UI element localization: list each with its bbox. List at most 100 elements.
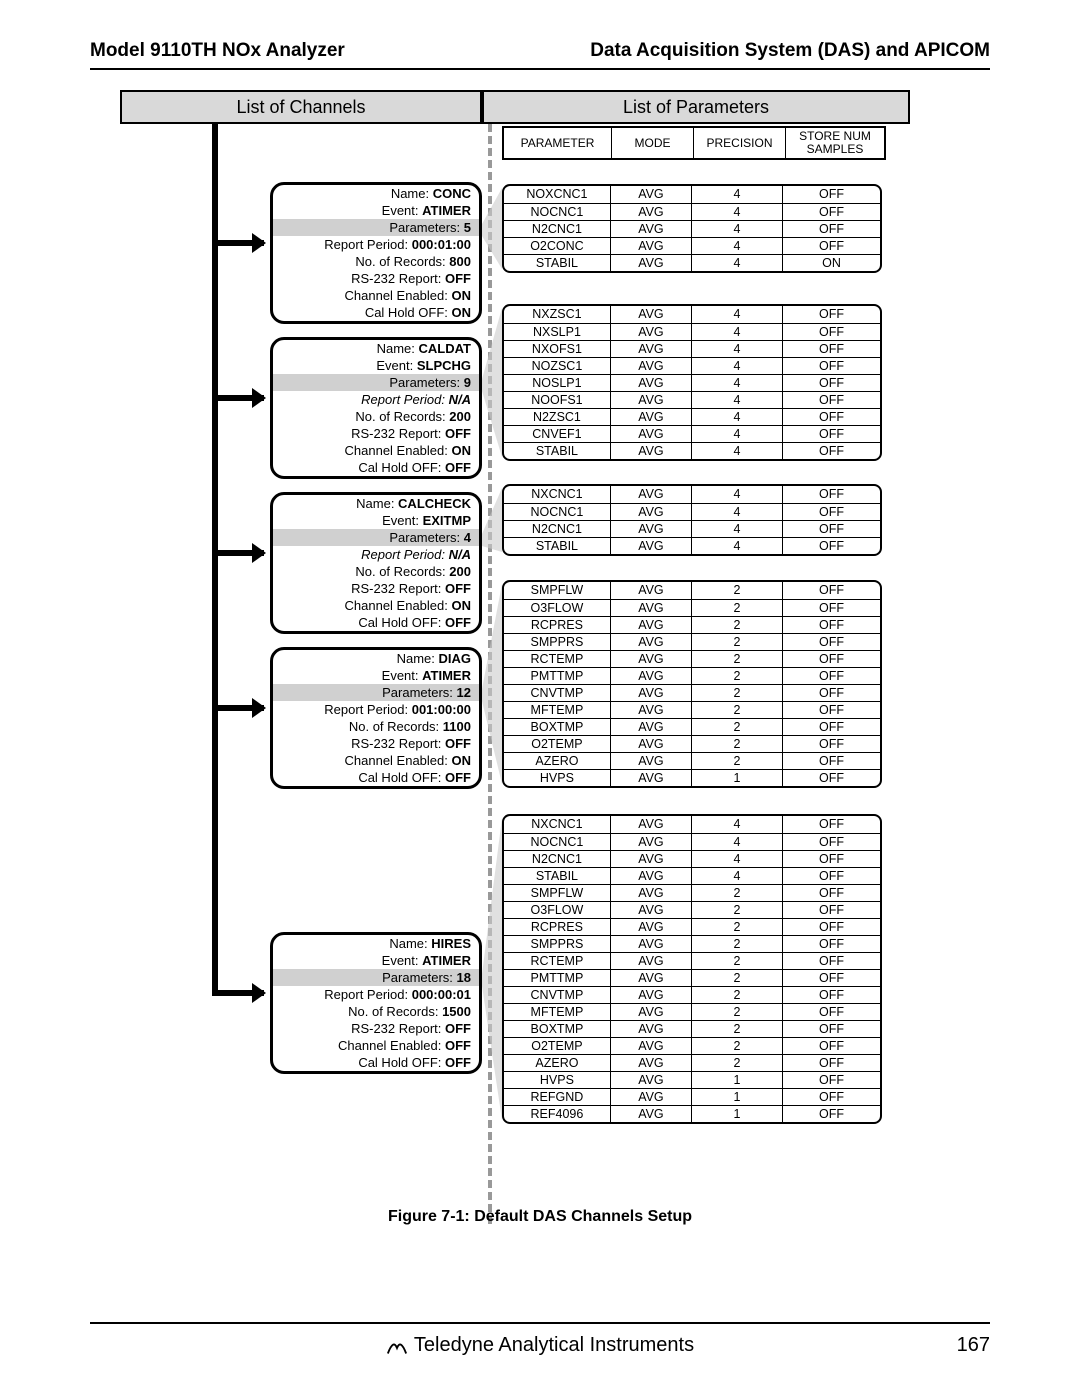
param-row: NOZSC1AVG4OFF: [504, 357, 880, 374]
ch-name: Name: CONC: [273, 185, 479, 202]
param-cell: REFGND: [504, 1089, 611, 1105]
param-cell: NXCNC1: [504, 486, 611, 503]
param-cell: NXSLP1: [504, 324, 611, 340]
param-cell: 4: [692, 186, 783, 203]
ch-rs232: RS-232 Report: OFF: [273, 270, 479, 287]
param-cell: N2CNC1: [504, 221, 611, 237]
param-cell: AVG: [611, 936, 692, 952]
param-cell: AVG: [611, 668, 692, 684]
param-cell: OFF: [783, 221, 880, 237]
ch-params: Parameters: 18: [273, 969, 479, 986]
param-row: NOCNC1AVG4OFF: [504, 203, 880, 220]
channel-box-caldat: Name: CALDATEvent: SLPCHGParameters: 9Re…: [270, 337, 482, 479]
param-cell: AVG: [611, 702, 692, 718]
param-cell: OFF: [783, 504, 880, 520]
param-cell: OFF: [783, 885, 880, 901]
param-cell: O3FLOW: [504, 902, 611, 918]
param-cell: O3FLOW: [504, 600, 611, 616]
param-cell: MFTEMP: [504, 702, 611, 718]
param-row: BOXTMPAVG2OFF: [504, 718, 880, 735]
param-cell: OFF: [783, 851, 880, 867]
param-cell: OFF: [783, 306, 880, 323]
param-cell: CNVTMP: [504, 987, 611, 1003]
ch-event: Event: ATIMER: [273, 952, 479, 969]
param-row: CNVTMPAVG2OFF: [504, 684, 880, 701]
param-cell: AVG: [611, 1038, 692, 1054]
param-cell: 2: [692, 685, 783, 701]
dashed-divider: [488, 124, 492, 1224]
param-cell: 4: [692, 204, 783, 220]
param-cell: 4: [692, 238, 783, 254]
param-cell: 2: [692, 1055, 783, 1071]
param-cell: BOXTMP: [504, 1021, 611, 1037]
param-cell: OFF: [783, 753, 880, 769]
param-row: MFTEMPAVG2OFF: [504, 701, 880, 718]
param-cell: OFF: [783, 770, 880, 786]
param-cell: BOXTMP: [504, 719, 611, 735]
param-cell: 2: [692, 885, 783, 901]
param-table-4: NXCNC1AVG4OFFNOCNC1AVG4OFFN2CNC1AVG4OFFS…: [502, 814, 882, 1124]
param-cell: 4: [692, 868, 783, 884]
param-row: RCTEMPAVG2OFF: [504, 650, 880, 667]
param-cell: OFF: [783, 186, 880, 203]
param-cell: AVG: [611, 770, 692, 786]
param-cell: N2CNC1: [504, 521, 611, 537]
channel-box-diag: Name: DIAGEvent: ATIMERParameters: 12Rep…: [270, 647, 482, 789]
param-cell: AVG: [611, 409, 692, 425]
param-cell: AVG: [611, 902, 692, 918]
param-cell: AVG: [611, 1089, 692, 1105]
param-cell: CNVTMP: [504, 685, 611, 701]
param-row: RCPRESAVG2OFF: [504, 616, 880, 633]
ch-enabled: Channel Enabled: ON: [273, 442, 479, 459]
param-cell: 4: [692, 486, 783, 503]
param-cell: AVG: [611, 953, 692, 969]
param-row: PMTTMPAVG2OFF: [504, 667, 880, 684]
ch-rs232: RS-232 Report: OFF: [273, 580, 479, 597]
param-row: SMPPRSAVG2OFF: [504, 633, 880, 650]
param-row: NOSLP1AVG4OFF: [504, 374, 880, 391]
param-cell: OFF: [783, 816, 880, 833]
param-cell: 4: [692, 504, 783, 520]
param-cell: 2: [692, 936, 783, 952]
param-cell: SMPFLW: [504, 885, 611, 901]
param-cell: OFF: [783, 634, 880, 650]
ch-enabled: Channel Enabled: ON: [273, 597, 479, 614]
param-row: NXCNC1AVG4OFF: [504, 816, 880, 833]
param-cell: 2: [692, 753, 783, 769]
param-cell: SMPPRS: [504, 634, 611, 650]
param-cell: ON: [783, 255, 880, 271]
param-cell: AZERO: [504, 1055, 611, 1071]
param-cell: O2TEMP: [504, 1038, 611, 1054]
param-cell: 2: [692, 953, 783, 969]
param-row: STABILAVG4ON: [504, 254, 880, 271]
ch-calhold: Cal Hold OFF: OFF: [273, 769, 479, 786]
param-cell: OFF: [783, 953, 880, 969]
param-cell: AVG: [611, 392, 692, 408]
ch-enabled: Channel Enabled: ON: [273, 287, 479, 304]
tree-spine: [212, 124, 218, 996]
param-cell: NOSLP1: [504, 375, 611, 391]
arrow-to-caldat: [212, 395, 264, 401]
param-row: O3FLOWAVG2OFF: [504, 599, 880, 616]
param-cell: AVG: [611, 186, 692, 203]
param-cell: AVG: [611, 634, 692, 650]
param-cell: OFF: [783, 668, 880, 684]
param-cell: AZERO: [504, 753, 611, 769]
param-row: NOCNC1AVG4OFF: [504, 833, 880, 850]
param-row: N2CNC1AVG4OFF: [504, 520, 880, 537]
param-cell: 2: [692, 651, 783, 667]
col-mode: MODE: [612, 128, 694, 158]
param-table-2: NXCNC1AVG4OFFNOCNC1AVG4OFFN2CNC1AVG4OFFS…: [502, 484, 882, 556]
param-cell: AVG: [611, 238, 692, 254]
param-cell: OFF: [783, 600, 880, 616]
param-cell: OFF: [783, 702, 880, 718]
ch-records: No. of Records: 200: [273, 563, 479, 580]
teledyne-logo-icon: [386, 1337, 408, 1355]
param-cell: AVG: [611, 486, 692, 503]
param-row: AZEROAVG2OFF: [504, 1054, 880, 1071]
param-cell: OFF: [783, 1004, 880, 1020]
header-left: Model 9110TH NOx Analyzer: [90, 40, 345, 62]
param-cell: AVG: [611, 1004, 692, 1020]
connector-fan: [482, 188, 502, 269]
param-cell: OFF: [783, 538, 880, 554]
